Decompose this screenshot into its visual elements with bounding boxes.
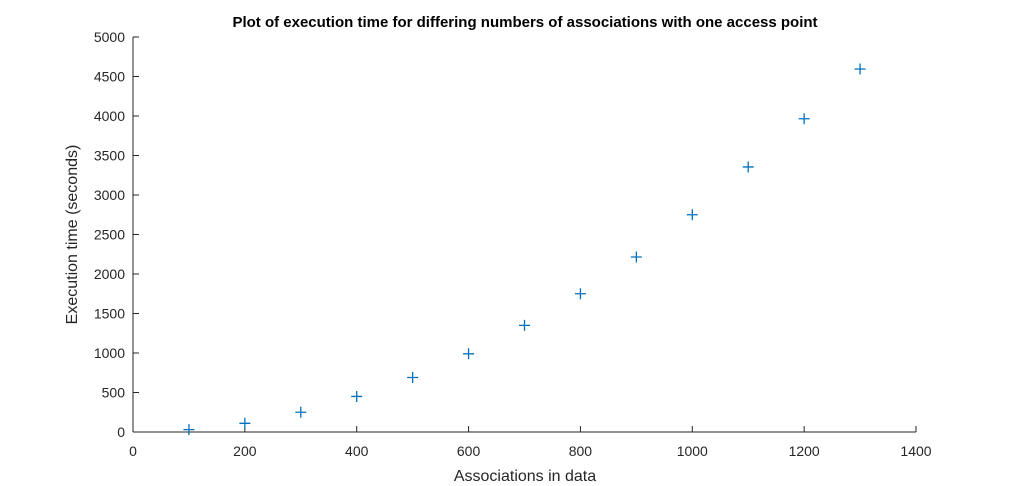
- data-point: [798, 113, 810, 125]
- y-tick-label: 0: [117, 424, 125, 440]
- data-point: [686, 209, 698, 221]
- data-point: [742, 161, 754, 173]
- y-tick-label: 500: [102, 385, 126, 401]
- data-point: [519, 319, 530, 331]
- axes: [132, 37, 916, 433]
- data-point: [854, 63, 866, 75]
- y-tick-label: 1000: [94, 345, 125, 361]
- y-ticks: 0 500 1000 1500 2000 2500 3000 3500 4000 4500 5000: [94, 29, 139, 440]
- y-tick-label: 1500: [94, 306, 125, 322]
- x-tick-label: 0: [129, 443, 137, 459]
- data-point: [463, 348, 475, 360]
- y-tick-label: 3500: [94, 148, 125, 164]
- y-axis-label: Execution time (seconds): [64, 145, 81, 325]
- x-tick-label: 200: [233, 443, 257, 459]
- y-tick-label: 4500: [94, 69, 125, 85]
- data-point: [351, 390, 363, 402]
- y-tick-label: 5000: [94, 29, 125, 45]
- x-tick-label: 800: [569, 443, 593, 459]
- data-point: [574, 288, 586, 300]
- data-point: [183, 424, 195, 436]
- x-tick-label: 1400: [900, 443, 931, 459]
- data-point: [630, 251, 642, 263]
- y-tick-label: 3000: [94, 187, 125, 203]
- data-point: [407, 371, 419, 383]
- x-tick-label: 1000: [677, 443, 708, 459]
- x-tick-label: 1200: [789, 443, 820, 459]
- x-axis-label: Associations in data: [454, 468, 596, 485]
- y-tick-label: 2500: [94, 227, 125, 243]
- x-tick-label: 600: [457, 443, 481, 459]
- chart-title: Plot of execution time for differing num…: [232, 14, 817, 31]
- x-ticks: 0 200 400 600 800 1000 1200 1400: [129, 426, 932, 459]
- data-point: [295, 406, 307, 418]
- y-tick-label: 4000: [94, 108, 125, 124]
- data-point: [239, 417, 251, 429]
- data-points: [183, 63, 866, 436]
- y-tick-label: 2000: [94, 266, 125, 282]
- x-tick-label: 400: [345, 443, 369, 459]
